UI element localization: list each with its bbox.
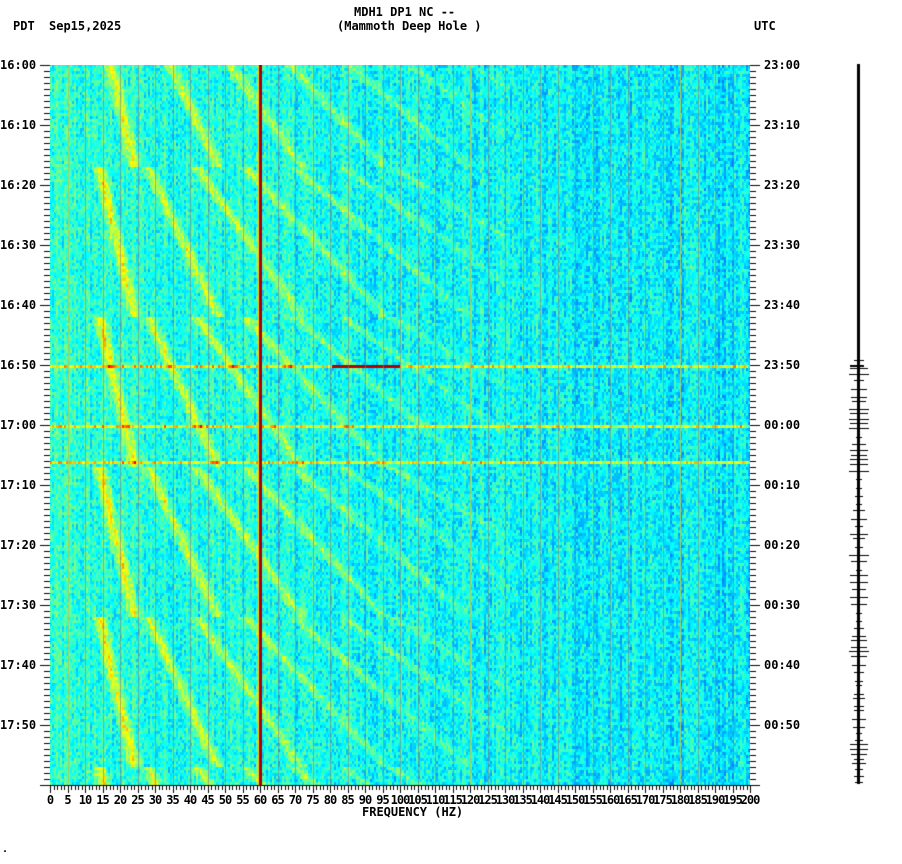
y-tick-right: 00:50 <box>764 718 801 732</box>
y-tick-left: 17:40 <box>0 658 37 672</box>
y-tick-right: 23:20 <box>764 178 801 192</box>
x-tick: 90 <box>358 793 372 807</box>
y-tick-left: 16:40 <box>0 298 37 312</box>
x-tick: 190 <box>705 793 726 807</box>
y-tick-right: 00:00 <box>764 418 801 432</box>
x-tick: 160 <box>600 793 621 807</box>
x-tick: 0 <box>46 793 54 807</box>
x-tick: 70 <box>288 793 302 807</box>
x-tick: 115 <box>443 793 463 807</box>
x-tick: 30 <box>148 793 162 807</box>
footer-mark: . <box>2 844 9 855</box>
x-tick: 20 <box>113 793 127 807</box>
x-tick: 185 <box>688 793 708 807</box>
y-tick-left: 16:30 <box>0 238 37 252</box>
x-tick: 105 <box>408 793 428 807</box>
y-tick-left: 16:50 <box>0 358 37 372</box>
x-tick: 60 <box>253 793 267 807</box>
x-tick: 175 <box>653 793 673 807</box>
y-tick-left: 17:00 <box>0 418 37 432</box>
y-tick-right: 23:30 <box>764 238 801 252</box>
x-tick: 170 <box>635 793 656 807</box>
x-tick: 165 <box>618 793 638 807</box>
y-tick-right: 00:20 <box>764 538 801 552</box>
x-tick: 10 <box>78 793 92 807</box>
y-tick-left: 16:00 <box>0 58 37 72</box>
y-tick-right: 23:00 <box>764 58 801 72</box>
x-tick: 130 <box>495 793 516 807</box>
y-tick-left: 17:20 <box>0 538 37 552</box>
y-tick-right: 23:50 <box>764 358 801 372</box>
x-tick: 150 <box>565 793 586 807</box>
y-tick-right: 23:10 <box>764 118 801 132</box>
y-tick-right: 00:10 <box>764 478 801 492</box>
x-tick: 180 <box>670 793 691 807</box>
y-tick-left: 17:30 <box>0 598 37 612</box>
x-tick: 25 <box>131 793 144 807</box>
y-tick-right: 00:30 <box>764 598 801 612</box>
x-tick: 75 <box>306 793 319 807</box>
y-tick-right: 23:40 <box>764 298 801 312</box>
x-tick: 65 <box>271 793 284 807</box>
x-tick: 155 <box>583 793 603 807</box>
x-tick: 40 <box>183 793 197 807</box>
y-tick-left: 16:10 <box>0 118 37 132</box>
x-tick: 45 <box>201 793 214 807</box>
x-tick: 200 <box>740 793 761 807</box>
y-tick-left: 16:20 <box>0 178 37 192</box>
x-tick: 95 <box>376 793 389 807</box>
x-tick: 85 <box>341 793 354 807</box>
x-tick: 80 <box>323 793 337 807</box>
x-tick: 100 <box>390 793 411 807</box>
x-axis-label: FREQUENCY (HZ) <box>362 805 464 819</box>
x-tick: 55 <box>236 793 249 807</box>
x-tick: 145 <box>548 793 568 807</box>
x-tick: 125 <box>478 793 498 807</box>
x-tick: 135 <box>513 793 533 807</box>
x-tick: 195 <box>723 793 743 807</box>
x-tick: 50 <box>218 793 232 807</box>
x-tick: 35 <box>166 793 179 807</box>
y-tick-right: 00:40 <box>764 658 801 672</box>
x-tick: 15 <box>96 793 109 807</box>
x-tick: 110 <box>425 793 446 807</box>
y-tick-left: 17:10 <box>0 478 37 492</box>
x-tick: 120 <box>460 793 481 807</box>
x-tick: 140 <box>530 793 551 807</box>
y-tick-left: 17:50 <box>0 718 37 732</box>
x-tick: 5 <box>64 793 71 807</box>
